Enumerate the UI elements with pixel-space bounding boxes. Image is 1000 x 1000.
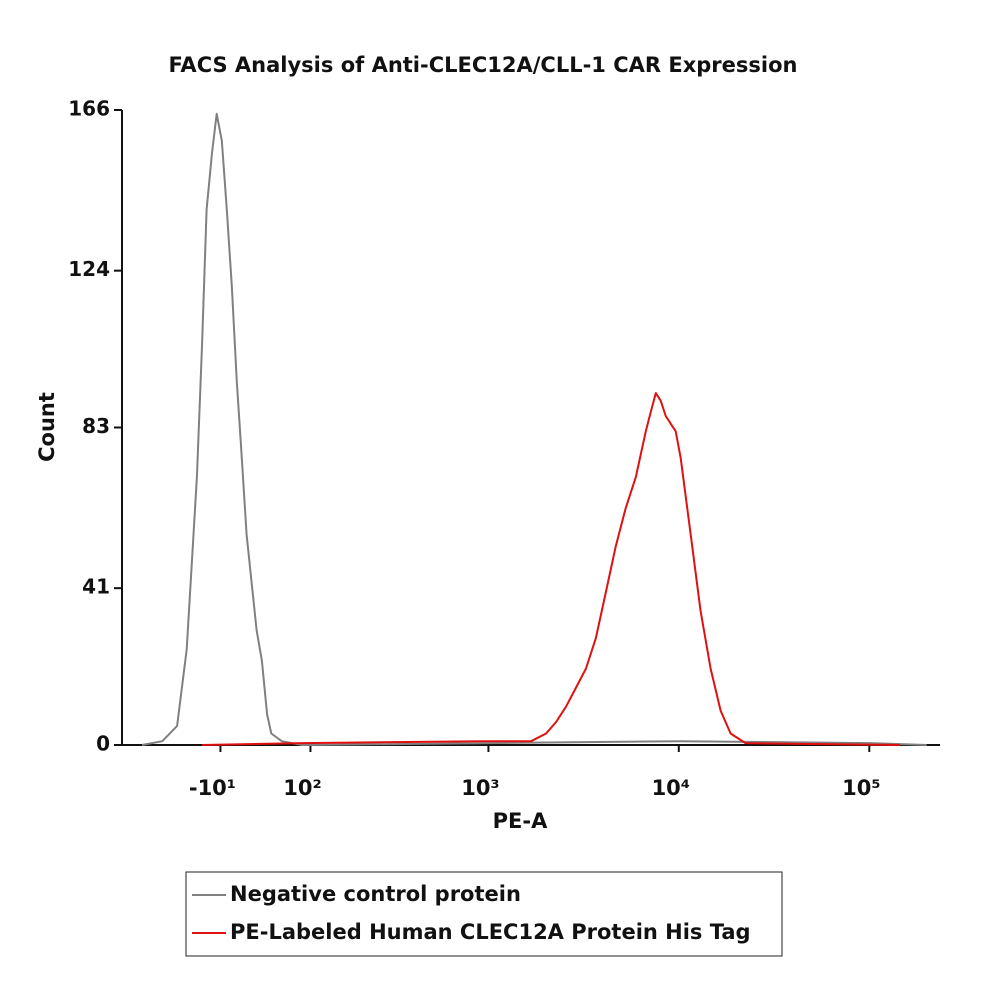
x-tick-label: 10⁴ bbox=[652, 776, 690, 800]
x-tick-label: 10⁵ bbox=[842, 776, 880, 800]
y-tick-label: 83 bbox=[82, 414, 110, 438]
y-tick-label: 41 bbox=[82, 575, 110, 599]
y-tick-label: 0 bbox=[96, 732, 110, 756]
y-tick-label: 166 bbox=[68, 97, 110, 121]
legend-label: PE-Labeled Human CLEC12A Protein His Tag bbox=[230, 920, 751, 944]
legend-box bbox=[185, 871, 783, 957]
y-tick-label: 124 bbox=[68, 257, 110, 281]
x-axis-label: PE-A bbox=[493, 809, 548, 833]
x-tick-label: -10¹ bbox=[189, 776, 236, 800]
x-tick-label: 10² bbox=[283, 776, 321, 800]
chart-title: FACS Analysis of Anti-CLEC12A/CLL-1 CAR … bbox=[169, 53, 798, 77]
series-line bbox=[141, 112, 927, 746]
legend-label: Negative control protein bbox=[230, 882, 521, 906]
y-axis-label: Count bbox=[35, 392, 59, 462]
x-tick-label: 10³ bbox=[461, 776, 499, 800]
series-line bbox=[202, 392, 901, 746]
